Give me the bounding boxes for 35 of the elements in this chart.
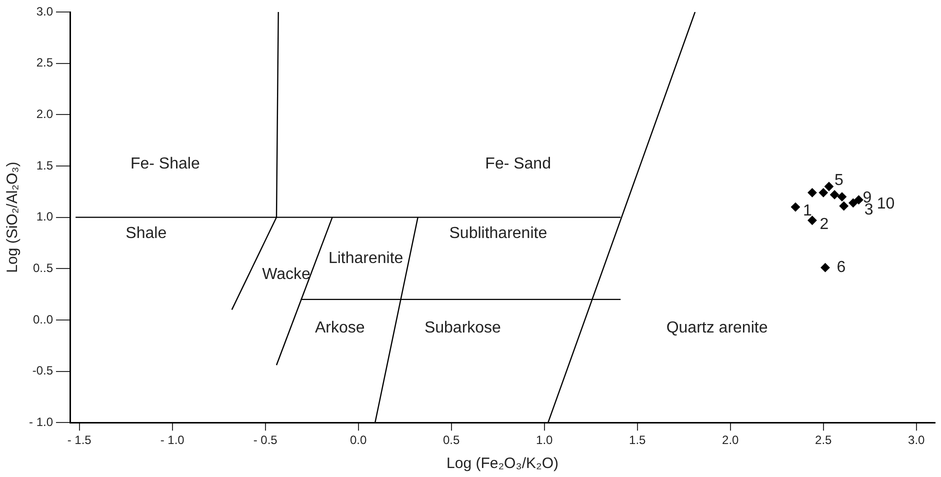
y-tick-label: 1.0 [36, 210, 54, 224]
x-tick-label: 1.5 [629, 433, 646, 448]
y-tick-label: 0..0 [32, 312, 54, 326]
annotation: Subarkose [424, 320, 502, 337]
x-tick-label: 0.5 [443, 433, 460, 448]
annotation: Quartz arenite [666, 320, 768, 337]
annotation: Sublitharenite [449, 225, 548, 242]
x-tick-label: - 1.5 [67, 433, 92, 448]
x-tick-label: 2.0 [722, 433, 740, 448]
y-tick-label: 2.5 [36, 56, 54, 70]
y-tick-label: 0..5 [32, 260, 54, 275]
annotation: Wacke [262, 266, 311, 284]
annotation: Arkose [314, 320, 365, 337]
y-tick-label: 2.0 [36, 106, 54, 121]
x-tick-label: 2.5 [815, 433, 832, 448]
annotation: 10 [876, 195, 895, 212]
y-tick-label: 1.5 [36, 158, 54, 172]
x-tick-label: - 1.0 [160, 433, 185, 448]
x-axis-title: Log (Fe₂O₃/K₂O) [446, 455, 558, 472]
annotation: 5 [834, 172, 844, 189]
y-tick-label: 3.0 [36, 4, 54, 18]
x-tick-label: 3.0 [908, 433, 926, 448]
x-tick-label: 1.0 [536, 433, 554, 448]
annotation: 6 [836, 259, 846, 276]
annotation: Fe- Shale [130, 155, 200, 172]
annotation: Litharenite [328, 250, 404, 267]
y-tick-label: - 1.0 [28, 414, 54, 429]
y-tick-label: -0.5 [32, 364, 54, 378]
x-tick-label: - 0.5 [253, 433, 278, 448]
annotation: 2 [820, 216, 829, 233]
x-tick-label: 0.0 [350, 433, 368, 448]
annotation: Fe- Sand [485, 155, 551, 172]
y-axis-title: Log (SiO₂/Al₂O₃) [4, 162, 22, 273]
annotation: 1 [803, 202, 812, 220]
annotation: Shale [126, 225, 167, 242]
